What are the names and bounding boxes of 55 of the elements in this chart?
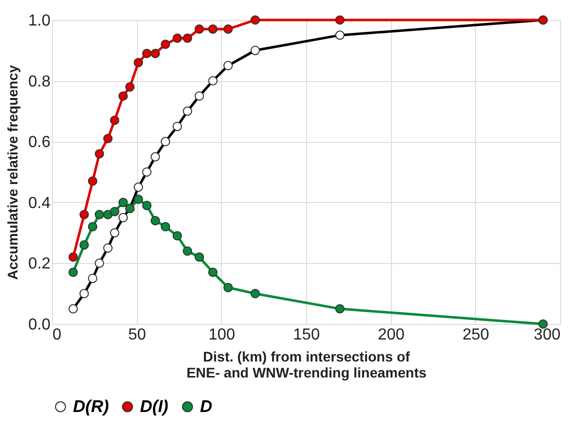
y-tick-label: 0.4	[28, 194, 51, 212]
point	[160, 222, 170, 232]
point	[110, 116, 120, 125]
point	[79, 210, 89, 220]
point	[88, 176, 98, 186]
legend-label: D	[200, 396, 212, 416]
point	[172, 231, 182, 241]
point	[94, 149, 104, 158]
point	[250, 288, 260, 298]
y-tick-label: 0.8	[28, 73, 51, 90]
point	[208, 268, 218, 277]
point	[160, 40, 170, 49]
point	[118, 91, 128, 101]
y-tick-label: 0.2	[28, 256, 51, 273]
point	[110, 206, 120, 216]
point	[182, 34, 192, 43]
point	[250, 15, 260, 25]
x-tick-label: 300	[534, 326, 561, 344]
y-axis-title: Accumulative relative frequency	[4, 64, 20, 280]
y-tick-label: 0.6	[28, 134, 51, 152]
point	[194, 24, 204, 34]
point	[103, 134, 113, 144]
point	[79, 240, 89, 250]
point	[118, 198, 128, 208]
point	[150, 48, 160, 58]
x-tick-label: 250	[462, 326, 490, 344]
point	[150, 216, 160, 226]
point	[223, 24, 233, 34]
legend-label: D(I)	[140, 396, 169, 416]
point	[88, 222, 98, 232]
point	[68, 268, 78, 277]
point	[142, 200, 152, 210]
point	[142, 48, 152, 58]
point	[125, 82, 135, 92]
point	[223, 282, 233, 292]
x-tick-label: 150	[293, 326, 320, 344]
x-tick-label: 50	[128, 326, 146, 344]
y-tick-label: 1.0	[28, 12, 51, 30]
point	[134, 58, 144, 68]
point	[538, 319, 548, 329]
x-tick-label: 200	[378, 326, 405, 344]
point	[194, 252, 204, 262]
x-axis-title: Dist. (km) from intersections of ENE- and WNW-trending lineaments	[186, 348, 427, 380]
point	[335, 15, 345, 25]
point	[172, 34, 182, 43]
point	[182, 246, 192, 256]
point	[94, 210, 104, 220]
x-tick-label: 0	[52, 326, 62, 344]
point	[335, 304, 345, 314]
point	[68, 252, 78, 262]
x-tick-label: 100	[208, 326, 236, 344]
point	[134, 194, 144, 204]
legend-label: D(R)	[73, 396, 110, 416]
point	[208, 24, 218, 34]
y-tick-label: 0.0	[28, 316, 51, 334]
